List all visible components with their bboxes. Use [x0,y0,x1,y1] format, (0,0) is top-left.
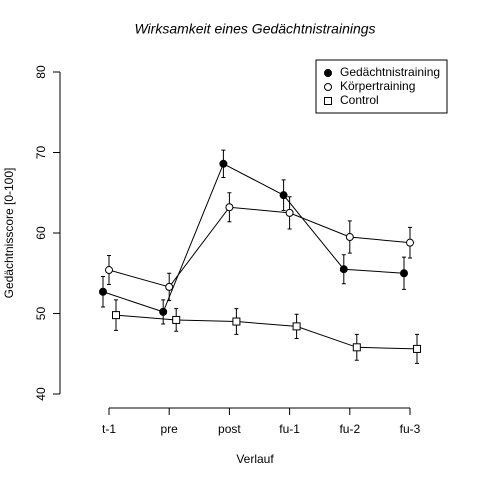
legend-marker [324,69,332,77]
x-tick-label: fu-2 [339,422,360,436]
x-tick-label: t-1 [102,422,116,436]
data-point [105,266,113,275]
legend-label: Körpertraining [340,79,415,93]
y-axis-label: Gedächtnisscore [0-100] [2,168,16,299]
x-axis-label: Verlauf [236,452,274,466]
chart-title: Wirksamkeit eines Gedächtnistrainings [134,21,375,37]
data-point [159,307,168,316]
data-point [172,315,181,324]
x-tick-label: post [218,422,241,436]
data-point [112,311,120,320]
legend-box [315,59,448,114]
data-point [279,191,288,200]
series-line [108,206,411,288]
data-point [406,238,414,247]
data-point [285,208,294,217]
legend-label: Gedächtnistraining [340,65,440,79]
y-tick-label: 70 [34,146,48,160]
y-tick-label: 40 [34,387,48,401]
y-tick-label: 50 [34,307,48,321]
x-tick-label: fu-3 [400,422,421,436]
legend-marker [324,83,332,91]
data-point [400,269,408,278]
series-line [102,163,405,313]
data-point [339,265,348,274]
series-line [115,314,418,350]
legend-marker [324,97,332,105]
legend-label: Control [340,93,379,107]
data-point [352,343,361,352]
data-point [99,287,107,296]
data-point [219,159,228,168]
data-point [292,322,301,331]
data-point [165,282,174,291]
data-point [225,203,234,212]
data-point [413,344,421,353]
data-point [232,317,241,326]
data-point [345,233,354,242]
x-tick-label: pre [161,422,179,436]
y-tick-label: 60 [34,226,48,240]
x-tick-label: fu-1 [279,422,300,436]
y-tick-label: 80 [34,65,48,79]
